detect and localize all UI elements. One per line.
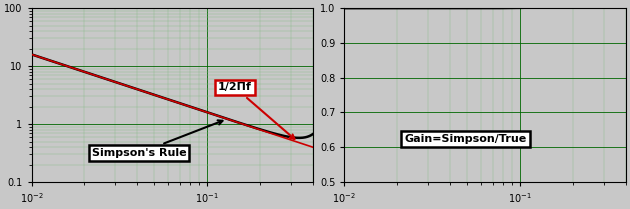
Text: Gain=Simpson/True: Gain=Simpson/True bbox=[404, 134, 527, 144]
Text: 1/2Πf: 1/2Πf bbox=[218, 83, 294, 139]
Text: Simpson's Rule: Simpson's Rule bbox=[92, 120, 222, 158]
